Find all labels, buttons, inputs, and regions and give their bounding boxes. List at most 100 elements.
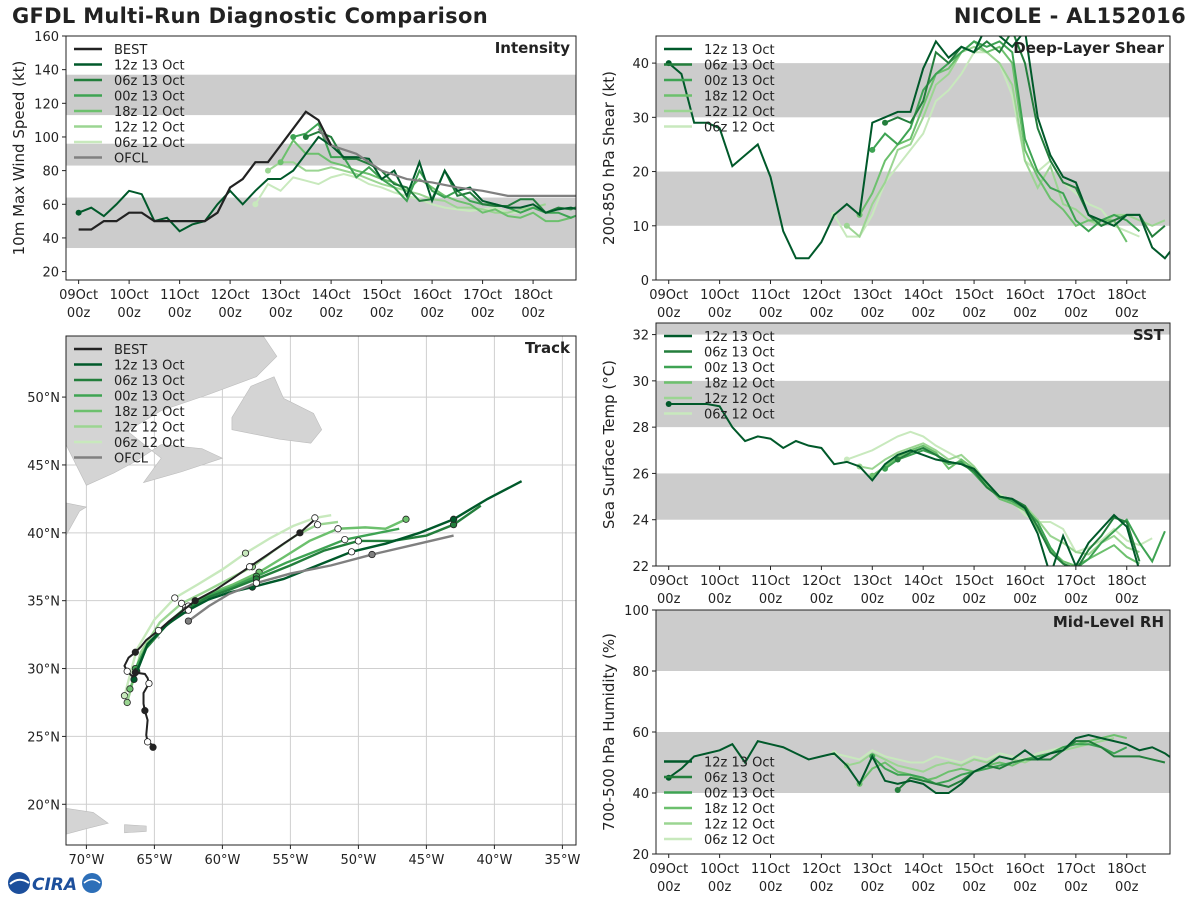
rh-ytick-label: 40 — [632, 787, 649, 802]
shear-xtick-hour: 00z — [1064, 306, 1088, 321]
cira-logo: CIRA — [8, 872, 102, 895]
rh-series-line — [668, 734, 1170, 794]
track-best-point — [131, 648, 139, 656]
sst-xtick-day: 12Oct — [802, 574, 841, 589]
shear-series-line — [884, 36, 1166, 239]
track-series-point — [449, 515, 458, 523]
rh-legend-label: 12z 12 Oct — [704, 818, 775, 833]
track-series-point — [126, 685, 134, 693]
sst-ytick-label: 28 — [632, 421, 649, 436]
intensity-panel-title: Intensity — [495, 39, 571, 57]
sst-band — [656, 323, 1170, 335]
intensity-xtick-day: 15Oct — [362, 288, 401, 303]
track-series-point — [347, 548, 356, 556]
sst-frame — [655, 322, 1171, 567]
track-land — [66, 336, 278, 486]
track-best-point — [141, 707, 149, 715]
sst-xtick-day: 13Oct — [853, 574, 892, 589]
track-best-point — [246, 563, 254, 571]
track-best-point — [144, 738, 152, 746]
shear-xtick-hour: 00z — [1013, 306, 1037, 321]
sst-xtick-hour: 00z — [1115, 592, 1139, 607]
sst-xtick-hour: 00z — [962, 592, 986, 607]
intensity-series-start-point — [302, 133, 309, 140]
track-series-point — [313, 521, 322, 529]
track-best-point — [123, 667, 131, 675]
intensity-series-line — [305, 130, 576, 214]
intensity-xtick-day: 16Oct — [413, 288, 452, 303]
sst-xtick-hour: 00z — [1064, 592, 1088, 607]
intensity-legend-label: 12z 12 Oct — [114, 121, 185, 136]
rh-ytick-label: 80 — [632, 665, 649, 680]
rh-xtick-hour: 00z — [810, 880, 834, 895]
intensity-xtick-hour: 00z — [269, 306, 293, 321]
intensity-xtick-day: 12Oct — [211, 288, 250, 303]
rh-xtick-hour: 00z — [911, 880, 935, 895]
shear-legend-label: 12z 13 Oct — [704, 43, 775, 58]
sst-xtick-day: 18Oct — [1107, 574, 1146, 589]
cira-logo-text: CIRA — [32, 875, 77, 895]
intensity-ytick-label: 100 — [34, 131, 59, 146]
rh-xtick-day: 11Oct — [751, 862, 790, 877]
intensity-xtick-day: 18Oct — [514, 288, 553, 303]
shear-xtick-hour: 00z — [911, 306, 935, 321]
rh-ytick-label: 20 — [632, 848, 649, 863]
track-ytick-label: 35°N — [27, 595, 60, 610]
rh-series-line — [871, 743, 1128, 785]
track-legend-label: OFCL — [114, 452, 149, 467]
intensity-legend-label: 06z 13 Oct — [114, 74, 185, 89]
shear-series-line — [858, 40, 1128, 243]
rh-legend-label: 18z 12 Oct — [704, 802, 775, 817]
rh-xtick-day: 12Oct — [802, 862, 841, 877]
sst-xtick-day: 10Oct — [700, 574, 739, 589]
shear-xtick-day: 09Oct — [649, 288, 688, 303]
shear-xtick-hour: 00z — [708, 306, 732, 321]
shear-xtick-day: 10Oct — [700, 288, 739, 303]
track-panel-title: Track — [525, 339, 571, 357]
cira-logo-globe-icon — [8, 872, 30, 894]
track-panel: 70°W 65°W 60°W 55°W 50°W 45°W 40°W 35°W 20°N 25°N… — [27, 335, 580, 868]
track-series-line — [128, 518, 407, 690]
sst-legend-label: 06z 13 Oct — [704, 346, 775, 361]
intensity-xtick-hour: 00z — [67, 306, 91, 321]
sst-xtick-day: 17Oct — [1056, 574, 1095, 589]
sst-xtick-hour: 00z — [911, 592, 935, 607]
intensity-ofcl-line — [317, 127, 576, 197]
rh-legend-label: 12z 13 Oct — [704, 756, 775, 771]
sst-xtick-day: 14Oct — [904, 574, 943, 589]
track-legend-label: 00z 13 Oct — [114, 390, 185, 405]
track-land — [66, 808, 109, 835]
rh-legend-label: 00z 13 Oct — [704, 787, 775, 802]
shear-series-start-point — [882, 119, 889, 126]
sst-xtick-day: 15Oct — [955, 574, 994, 589]
sst-xtick-hour: 00z — [1013, 592, 1037, 607]
rh-series-line — [833, 737, 1102, 764]
intensity-xtick-hour: 00z — [521, 306, 545, 321]
track-ofcl-line — [187, 534, 454, 623]
intensity-ytick-label: 20 — [42, 266, 59, 281]
rh-xtick-hour: 00z — [657, 880, 681, 895]
sst-ytick-label: 22 — [632, 560, 649, 575]
sst-series-start-point — [894, 456, 901, 463]
track-xtick-label: 50°W — [340, 853, 376, 868]
sst-series-line — [668, 403, 1140, 566]
track-land — [66, 502, 88, 537]
track-series-point — [341, 535, 349, 544]
shear-ytick-label: 0 — [641, 274, 649, 289]
shear-legend-label: 00z 13 Oct — [704, 74, 775, 89]
sst-xtick-hour: 00z — [708, 592, 732, 607]
sst-xtick-hour: 00z — [861, 592, 885, 607]
rh-series-line — [858, 734, 1127, 785]
intensity-ylabel: 10m Max Wind Speed (kt) — [10, 61, 28, 256]
shear-panel-title: Deep-Layer Shear — [1013, 39, 1164, 57]
track-xtick-label: 55°W — [272, 853, 308, 868]
shear-band — [656, 63, 1170, 118]
track-legend-label: 06z 12 Oct — [114, 436, 185, 451]
track-legend-label: BEST — [114, 343, 147, 358]
track-series-line — [132, 480, 523, 680]
shear-ytick-label: 30 — [632, 111, 649, 126]
track-ytick-label: 45°N — [27, 459, 60, 474]
rh-legend-label: 06z 12 Oct — [704, 833, 775, 848]
track-ytick-label: 20°N — [27, 798, 60, 813]
shear-xtick-hour: 00z — [1115, 306, 1139, 321]
